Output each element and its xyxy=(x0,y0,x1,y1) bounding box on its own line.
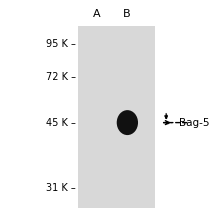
Text: 95 K –: 95 K – xyxy=(46,39,76,49)
Text: B: B xyxy=(123,9,131,19)
Bar xyxy=(78,26,155,208)
Ellipse shape xyxy=(117,110,138,135)
Text: 72 K –: 72 K – xyxy=(46,72,76,82)
Text: Bag-5: Bag-5 xyxy=(179,118,210,128)
Text: A: A xyxy=(93,9,101,19)
Text: 45 K –: 45 K – xyxy=(46,118,76,128)
Text: 31 K –: 31 K – xyxy=(46,183,76,193)
